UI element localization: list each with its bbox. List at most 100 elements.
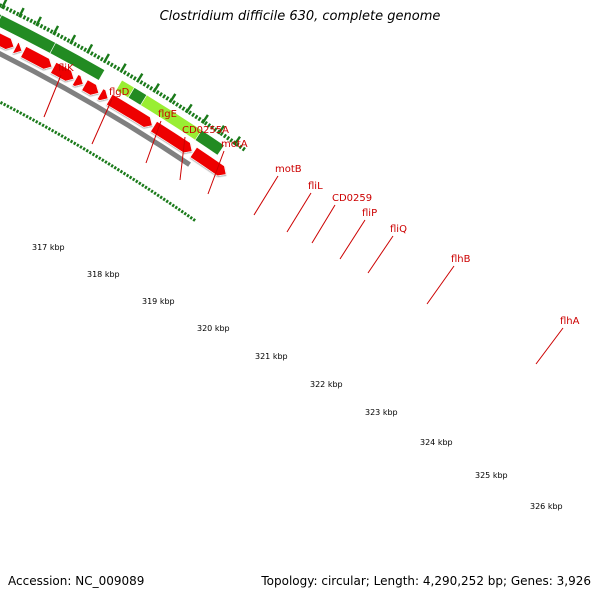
outer-tick	[175, 102, 180, 107]
outer-tick	[89, 51, 94, 56]
inner-tick	[50, 128, 55, 133]
gene-label: fliK	[58, 63, 74, 74]
outer-tick	[142, 82, 147, 87]
gene-label: fliQ	[390, 224, 407, 235]
gene-label: CD0255A	[182, 125, 229, 136]
outer-tick	[171, 100, 176, 105]
cds-arrow	[150, 120, 193, 154]
outer-major-tick	[119, 63, 127, 73]
inner-tick	[113, 165, 117, 170]
gene-leader-line	[179, 136, 186, 181]
inner-tick	[119, 169, 124, 174]
outer-tick	[2, 4, 6, 10]
outer-tick	[93, 53, 98, 58]
gene-leader-line	[145, 120, 162, 164]
outer-tick	[8, 8, 13, 13]
kbp-labels: 317 kbp 318 kbp 319 kbp 320 kbp 321 kbp 322 k…	[32, 243, 563, 511]
cds-arrow	[96, 88, 109, 101]
forward-gene-block	[194, 129, 225, 156]
outer-tick	[191, 112, 196, 118]
kbp-label: 320 kbp	[197, 324, 230, 333]
gene-label: fliL	[308, 181, 323, 192]
outer-major-tick	[233, 135, 241, 146]
inner-tick	[97, 156, 102, 161]
outer-tick	[122, 70, 127, 75]
inner-tick	[38, 121, 42, 126]
inner-tick	[28, 116, 33, 121]
kbp-label: 319 kbp	[142, 297, 175, 306]
outer-tick	[106, 60, 111, 66]
inner-tick	[47, 127, 52, 131]
inner-tick	[104, 160, 108, 164]
outer-tick	[96, 54, 101, 60]
outer-tick	[210, 125, 215, 130]
cds-arrow	[106, 93, 153, 128]
outer-tick	[42, 25, 47, 31]
outer-tick	[83, 47, 88, 53]
backbone-arc	[0, 51, 191, 167]
inner-tick	[116, 167, 121, 172]
inner-tick	[171, 203, 175, 208]
outer-tick	[12, 9, 17, 15]
forward-gene-block	[49, 42, 106, 81]
kbp-label: 321 kbp	[255, 352, 288, 361]
outer-tick	[29, 18, 34, 24]
inner-tick	[94, 154, 99, 159]
inner-tick	[79, 145, 83, 149]
inner-tick	[189, 215, 193, 220]
inner-tick	[76, 143, 80, 148]
outer-major-tick	[86, 43, 94, 54]
outer-tick	[219, 131, 224, 137]
gene-label: motA	[221, 139, 248, 150]
inner-tick	[82, 147, 86, 151]
outer-tick	[113, 64, 117, 70]
outer-tick	[25, 16, 30, 22]
outer-major-tick	[201, 114, 209, 124]
inner-tick	[85, 148, 89, 153]
inner-tick	[101, 158, 105, 163]
cds-arrow	[189, 146, 227, 177]
gene-leader-line	[311, 204, 336, 244]
outer-tick	[162, 94, 167, 99]
inner-tick	[131, 177, 136, 182]
inner-tick	[25, 114, 29, 119]
inner-tick	[12, 107, 16, 112]
outer-tick-ring	[0, 0, 246, 152]
inner-tick	[138, 181, 142, 186]
cds-arrow	[12, 41, 23, 54]
inner-tick	[186, 213, 190, 218]
kbp-label: 325 kbp	[475, 471, 508, 480]
outer-tick	[149, 86, 154, 91]
inner-tick	[9, 106, 13, 110]
inner-tick	[128, 175, 133, 180]
inner-tick	[72, 141, 77, 146]
inner-tick	[150, 189, 154, 194]
outer-tick	[22, 15, 27, 20]
inner-tick	[35, 119, 39, 124]
outer-tick	[155, 90, 160, 95]
outer-tick	[241, 146, 246, 152]
inner-tick	[44, 125, 48, 129]
inner-tick	[107, 162, 111, 166]
outer-major-tick	[69, 34, 77, 45]
inner-tick	[69, 139, 74, 144]
gene-leader-line	[339, 219, 366, 260]
inner-tick	[159, 195, 163, 200]
inner-tick	[144, 185, 148, 190]
accession-text: Accession: NC_009089	[8, 574, 145, 588]
outer-tick	[59, 34, 64, 40]
cds-arrow	[72, 74, 84, 87]
inner-tick	[162, 197, 166, 202]
inner-tick	[91, 152, 96, 157]
genome-summary-text: Topology: circular; Length: 4,290,252 bp…	[261, 574, 591, 588]
inner-tick	[125, 173, 130, 178]
outer-tick	[229, 138, 234, 143]
outer-tick	[99, 56, 104, 62]
gene-label: flhB	[451, 254, 471, 265]
forward-gene-track	[0, 13, 225, 156]
outer-tick	[194, 114, 199, 120]
outer-tick	[165, 96, 170, 101]
inner-tick	[141, 183, 145, 188]
kbp-label: 318 kbp	[87, 270, 120, 279]
